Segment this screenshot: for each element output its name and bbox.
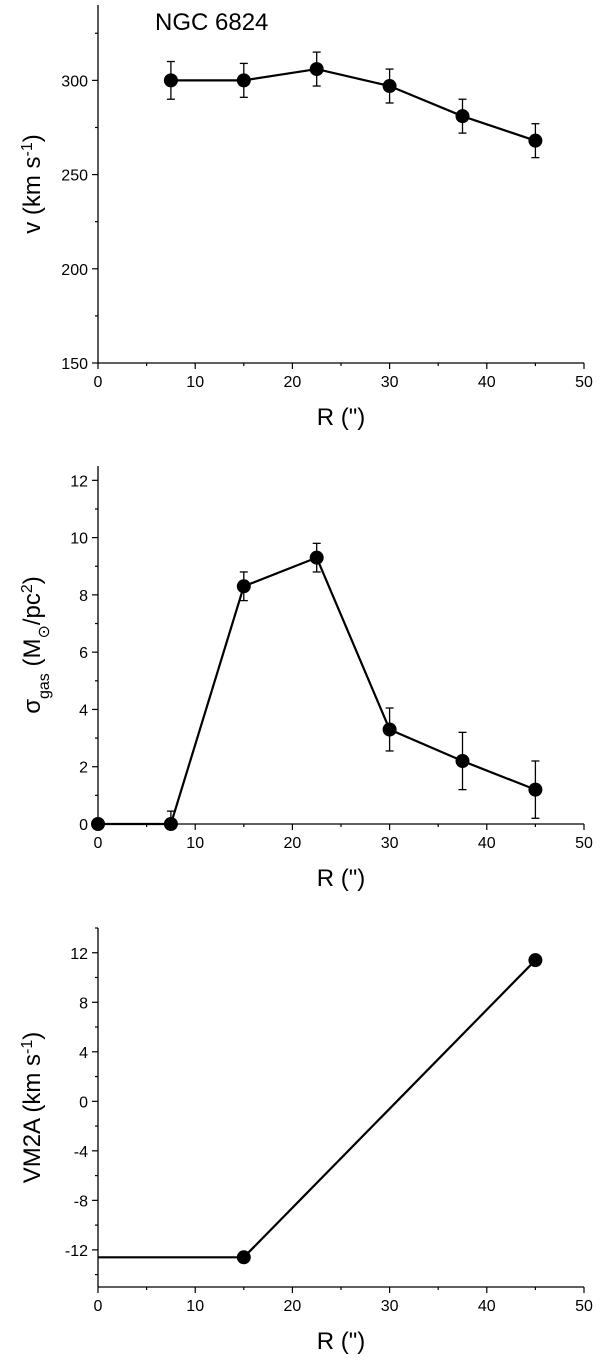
data-point [236, 73, 251, 88]
x-tick-label: 50 [575, 835, 593, 852]
data-point [309, 62, 324, 77]
x-axis-title: R (") [317, 865, 366, 892]
chart-title: NGC 6824 [155, 9, 268, 36]
y-axis-title-superscript: -1 [19, 142, 36, 156]
y-tick-label: -8 [74, 1193, 88, 1210]
data-point [455, 753, 470, 768]
y-tick-label: 4 [79, 702, 88, 719]
y-axis-title: σgas (M⊙/pc2) [19, 576, 53, 714]
x-tick-label: 50 [575, 374, 593, 391]
y-tick-label: 8 [79, 588, 88, 605]
x-tick-label: 40 [478, 374, 496, 391]
x-tick-label: 10 [186, 835, 204, 852]
data-point [528, 133, 543, 148]
y-tick-label: 200 [61, 262, 88, 279]
y-tick-label: 150 [61, 356, 88, 373]
y-axis-title-superscript: 2 [19, 584, 36, 593]
data-point [528, 953, 543, 968]
data-point [163, 73, 178, 88]
data-point [382, 722, 397, 737]
x-tick-label: 10 [186, 374, 204, 391]
y-tick-label: 250 [61, 168, 88, 185]
y-axis-title-text: ) [19, 1032, 46, 1040]
y-axis-title-text: VM2A (km s [19, 1054, 46, 1183]
data-point [455, 109, 470, 124]
y-tick-label: 12 [70, 946, 88, 963]
series-line-VM2A [98, 959, 537, 1259]
x-axis-title: R (") [317, 404, 366, 431]
x-axis-title: R (") [317, 1328, 366, 1355]
data-point [163, 817, 178, 831]
y-tick-label: 10 [70, 531, 88, 548]
y-axis-title-symbol: σ [19, 699, 46, 714]
y-axis-title: v (km s-1) [19, 134, 47, 234]
y-tick-label: 12 [70, 473, 88, 490]
y-tick-label: 0 [79, 1094, 88, 1111]
data-point [309, 550, 324, 565]
x-tick-label: 40 [478, 1298, 496, 1315]
x-tick-label: 30 [381, 1298, 399, 1315]
x-tick-label: 30 [381, 374, 399, 391]
chart-panel-3: 0 10 20 30 40 50 -12 -8 -4 0 4 8 12 R (") VM2A (km s-1… [19, 927, 593, 1355]
y-axis-title-superscript: -1 [19, 1040, 36, 1054]
y-axis-title-text: ) [19, 576, 46, 584]
y-tick-label: 4 [79, 1045, 88, 1062]
y-axis-title-subscript: ⊙ [36, 625, 53, 638]
x-tick-label: 20 [284, 374, 302, 391]
y-tick-label: -4 [74, 1144, 88, 1161]
data-point [236, 579, 251, 594]
y-tick-label: 0 [79, 817, 88, 834]
y-axis-title: VM2A (km s-1) [19, 1032, 47, 1184]
y-tick-label: 8 [79, 995, 88, 1012]
y-tick-label: 6 [79, 645, 88, 662]
x-tick-label: 20 [284, 1298, 302, 1315]
y-tick-label: 2 [79, 760, 88, 777]
y-tick-label: 300 [61, 73, 88, 90]
x-tick-label: 0 [94, 835, 103, 852]
y-axis-title-subscript: gas [36, 673, 53, 699]
y-axis-title-text: /pc [19, 593, 46, 625]
y-axis-title-text: v (km s [19, 156, 46, 233]
series-line-sigma_gas [98, 556, 536, 826]
data-point [382, 79, 397, 94]
y-axis-title-text: ) [19, 134, 46, 142]
x-tick-label: 10 [186, 1298, 204, 1315]
x-tick-label: 30 [381, 835, 399, 852]
x-tick-label: 50 [575, 1298, 593, 1315]
series-line-v [170, 67, 536, 142]
data-point [528, 782, 543, 797]
y-tick-label: -12 [65, 1243, 88, 1260]
x-tick-label: 40 [478, 835, 496, 852]
chart-panel-1: 0 10 20 30 40 50 150 200 250 300 R (") v (km s-1) NG… [19, 5, 593, 431]
data-point [91, 817, 105, 831]
x-tick-label: 0 [94, 374, 103, 391]
y-axis-title-text: (M [19, 639, 46, 674]
x-tick-label: 20 [284, 835, 302, 852]
data-point [236, 1250, 251, 1265]
x-tick-label: 0 [94, 1298, 103, 1315]
